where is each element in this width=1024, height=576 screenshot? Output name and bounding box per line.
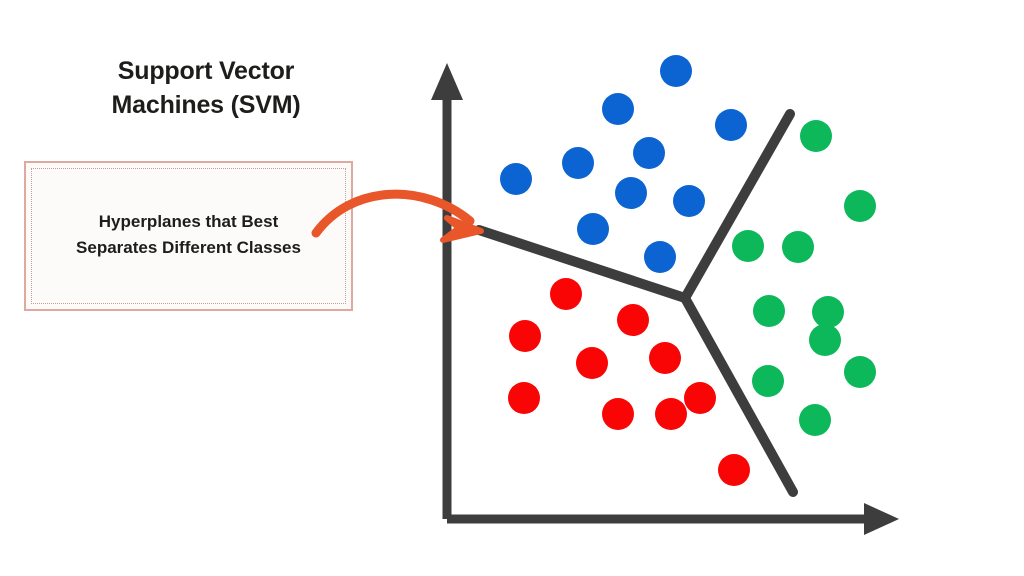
data-point bbox=[508, 382, 540, 414]
data-point bbox=[602, 93, 634, 125]
data-point bbox=[753, 295, 785, 327]
data-point bbox=[649, 342, 681, 374]
data-point bbox=[655, 398, 687, 430]
data-point bbox=[660, 55, 692, 87]
callout-text-line-2: Separates Different Classes bbox=[76, 238, 301, 257]
curved-arrow-head-icon bbox=[440, 215, 484, 243]
data-point bbox=[809, 324, 841, 356]
page-title-line-2: Machines (SVM) bbox=[111, 90, 301, 119]
data-point bbox=[615, 177, 647, 209]
curved-arrow-shaft-icon bbox=[311, 189, 475, 238]
callout-text: Hyperplanes that Best Separates Differen… bbox=[32, 209, 345, 264]
x-axis-arrowhead-icon bbox=[864, 503, 899, 535]
data-point bbox=[752, 365, 784, 397]
data-point bbox=[799, 404, 831, 436]
data-point bbox=[715, 109, 747, 141]
class-b-dots bbox=[508, 278, 750, 486]
data-point bbox=[602, 398, 634, 430]
data-point bbox=[673, 185, 705, 217]
hyperplane-upper-right bbox=[680, 109, 795, 303]
data-point bbox=[718, 454, 750, 486]
data-point bbox=[844, 356, 876, 388]
data-point bbox=[812, 296, 844, 328]
callout-pointer-arrow bbox=[311, 189, 484, 243]
hyperplane-lower-right bbox=[680, 293, 798, 497]
page-title-line-1: Support Vector bbox=[117, 57, 295, 85]
data-point bbox=[550, 278, 582, 310]
data-point bbox=[732, 230, 764, 262]
data-point bbox=[684, 382, 716, 414]
callout-box-inner-border: Hyperplanes that Best Separates Differen… bbox=[31, 168, 346, 304]
data-point bbox=[576, 347, 608, 379]
data-point bbox=[509, 320, 541, 352]
data-point bbox=[800, 120, 832, 152]
y-axis-arrowhead-icon bbox=[431, 63, 463, 100]
class-a-dots bbox=[500, 55, 747, 273]
hyperplanes-group bbox=[474, 109, 798, 497]
hyperplane-left bbox=[474, 225, 690, 303]
data-point bbox=[577, 213, 609, 245]
data-point bbox=[633, 137, 665, 169]
axes-group bbox=[431, 63, 899, 535]
callout-box: Hyperplanes that Best Separates Differen… bbox=[24, 161, 353, 311]
data-point bbox=[500, 163, 532, 195]
data-point bbox=[782, 231, 814, 263]
class-c-dots bbox=[732, 120, 876, 436]
data-point bbox=[617, 304, 649, 336]
page-title: Support Vector Machines (SVM) bbox=[56, 55, 356, 123]
data-point bbox=[644, 241, 676, 273]
callout-text-line-1: Hyperplanes that Best bbox=[98, 211, 279, 231]
data-point bbox=[844, 190, 876, 222]
data-point bbox=[562, 147, 594, 179]
